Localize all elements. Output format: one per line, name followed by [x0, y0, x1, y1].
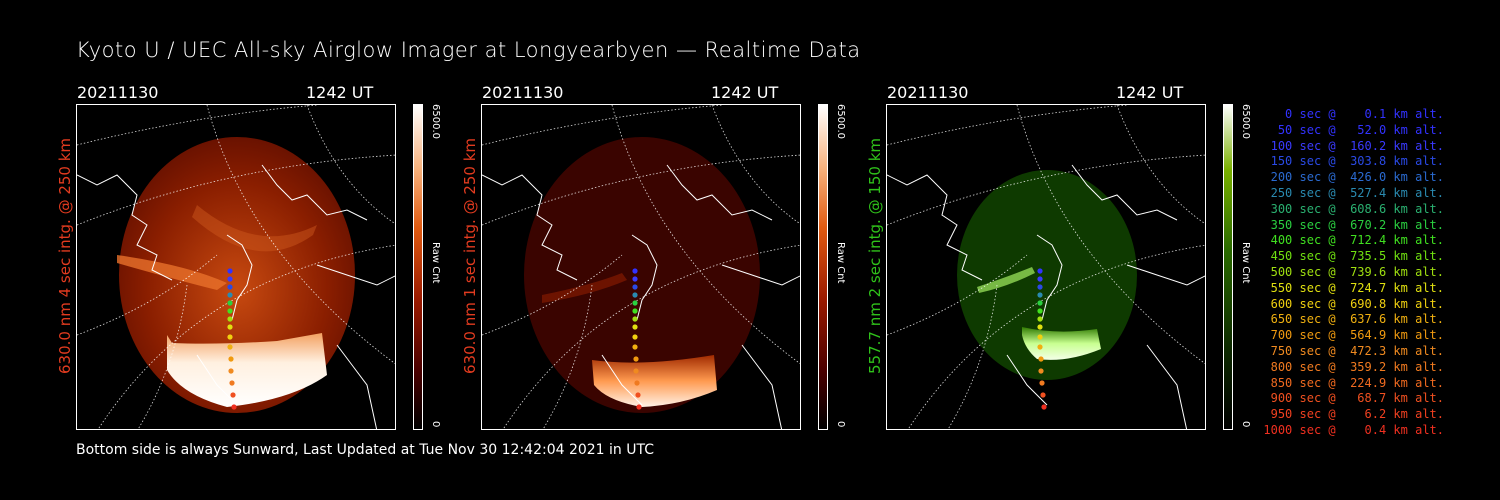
panel1-colorbar: [413, 104, 423, 430]
panel2-date: 20211130: [482, 83, 564, 102]
panel2-cbar-min: 0: [835, 421, 846, 428]
panel3-time: 1242 UT: [1116, 83, 1184, 102]
legend-row: 0 sec @ 0.1 km alt.: [1263, 107, 1444, 121]
panel2-ylabel: 630.0 nm 1 sec intg. @ 250 km: [461, 137, 479, 374]
legend-row: 150 sec @ 303.8 km alt.: [1263, 154, 1444, 169]
panel1-cbar-max: 6500.0: [430, 104, 441, 139]
allsky-disk: [524, 137, 760, 413]
panel2-time: 1242 UT: [711, 83, 779, 102]
legend-row: 700 sec @ 564.9 km alt.: [1263, 328, 1444, 343]
legend-row: 100 sec @ 160.2 km alt.: [1263, 138, 1444, 153]
legend-row: 850 sec @ 224.9 km alt.: [1263, 375, 1444, 390]
panel3-colorbar: [1223, 104, 1233, 430]
legend-row: 950 sec @ 6.2 km alt.: [1263, 407, 1444, 422]
legend-row: 600 sec @ 690.8 km alt.: [1263, 296, 1444, 311]
legend-row: 450 sec @ 735.5 km alt.: [1263, 249, 1444, 264]
panel1-allsky-image: [76, 104, 396, 430]
footer-note: Bottom side is always Sunward, Last Upda…: [76, 442, 654, 458]
trajectory-dots: [1037, 268, 1047, 410]
legend-row: 750 sec @ 472.3 km alt.: [1263, 343, 1444, 358]
panel2-allsky-image: [481, 104, 801, 430]
coastlines: [77, 164, 395, 429]
panel1-cbar-min: 0: [430, 421, 441, 428]
panel1-cbar-label: Raw Cnt: [430, 242, 441, 284]
aurora-arc: [117, 255, 227, 290]
legend-row: 800 sec @ 359.2 km alt.: [1263, 359, 1444, 374]
legend-row: 550 sec @ 724.7 km alt.: [1263, 280, 1444, 295]
panel3-allsky-image: [886, 104, 1206, 430]
page-title: Kyoto U / UEC All-sky Airglow Imager at …: [76, 38, 861, 62]
panel3-cbar-max: 6500.0: [1240, 104, 1251, 139]
legend-row: 200 sec @ 426.0 km alt.: [1263, 170, 1444, 185]
coastlines: [482, 164, 800, 429]
aurora-band: [192, 205, 317, 252]
legend-row: 250 sec @ 527.4 km alt.: [1263, 185, 1444, 200]
grid-lines: [77, 105, 395, 429]
aurora-arc: [542, 273, 627, 303]
trajectory-dots: [632, 268, 642, 410]
legend-row: 50 sec @ 52.0 km alt.: [1263, 122, 1444, 137]
panel3-cbar-min: 0: [1240, 421, 1251, 428]
legend-row: 300 sec @ 608.6 km alt.: [1263, 201, 1444, 216]
aurora-arc: [977, 267, 1035, 293]
coastlines: [887, 164, 1205, 429]
panel3-cbar-label: Raw Cnt: [1240, 242, 1251, 284]
legend-row: 350 sec @ 670.2 km alt.: [1263, 217, 1444, 232]
panel3-ylabel: 557.7 nm 2 sec intg. @ 150 km: [866, 137, 884, 374]
legend-row: 500 sec @ 739.6 km alt.: [1263, 264, 1444, 279]
panel1-date: 20211130: [77, 83, 159, 102]
legend-row: 1000 sec @ 0.4 km alt.: [1263, 422, 1444, 437]
legend-row: 400 sec @ 712.4 km alt.: [1263, 233, 1444, 248]
legend-row: 900 sec @ 68.7 km alt.: [1263, 391, 1444, 406]
panel2-colorbar: [818, 104, 828, 430]
panel2-cbar-max: 6500.0: [835, 104, 846, 139]
grid-lines: [482, 105, 800, 429]
trajectory-dots: [227, 268, 237, 410]
sunward-glow: [592, 355, 717, 407]
grid-lines: [887, 105, 1205, 429]
legend-row: 650 sec @ 637.6 km alt.: [1263, 312, 1444, 327]
time-altitude-legend: 0 sec @ 0.1 km alt. 50 sec @ 52.0 km alt…: [1262, 107, 1444, 439]
panel1-time: 1242 UT: [306, 83, 374, 102]
panel2-cbar-label: Raw Cnt: [835, 242, 846, 284]
panel1-ylabel: 630.0 nm 4 sec intg. @ 250 km: [56, 137, 74, 374]
panel3-date: 20211130: [887, 83, 969, 102]
sunward-glow: [167, 333, 327, 407]
